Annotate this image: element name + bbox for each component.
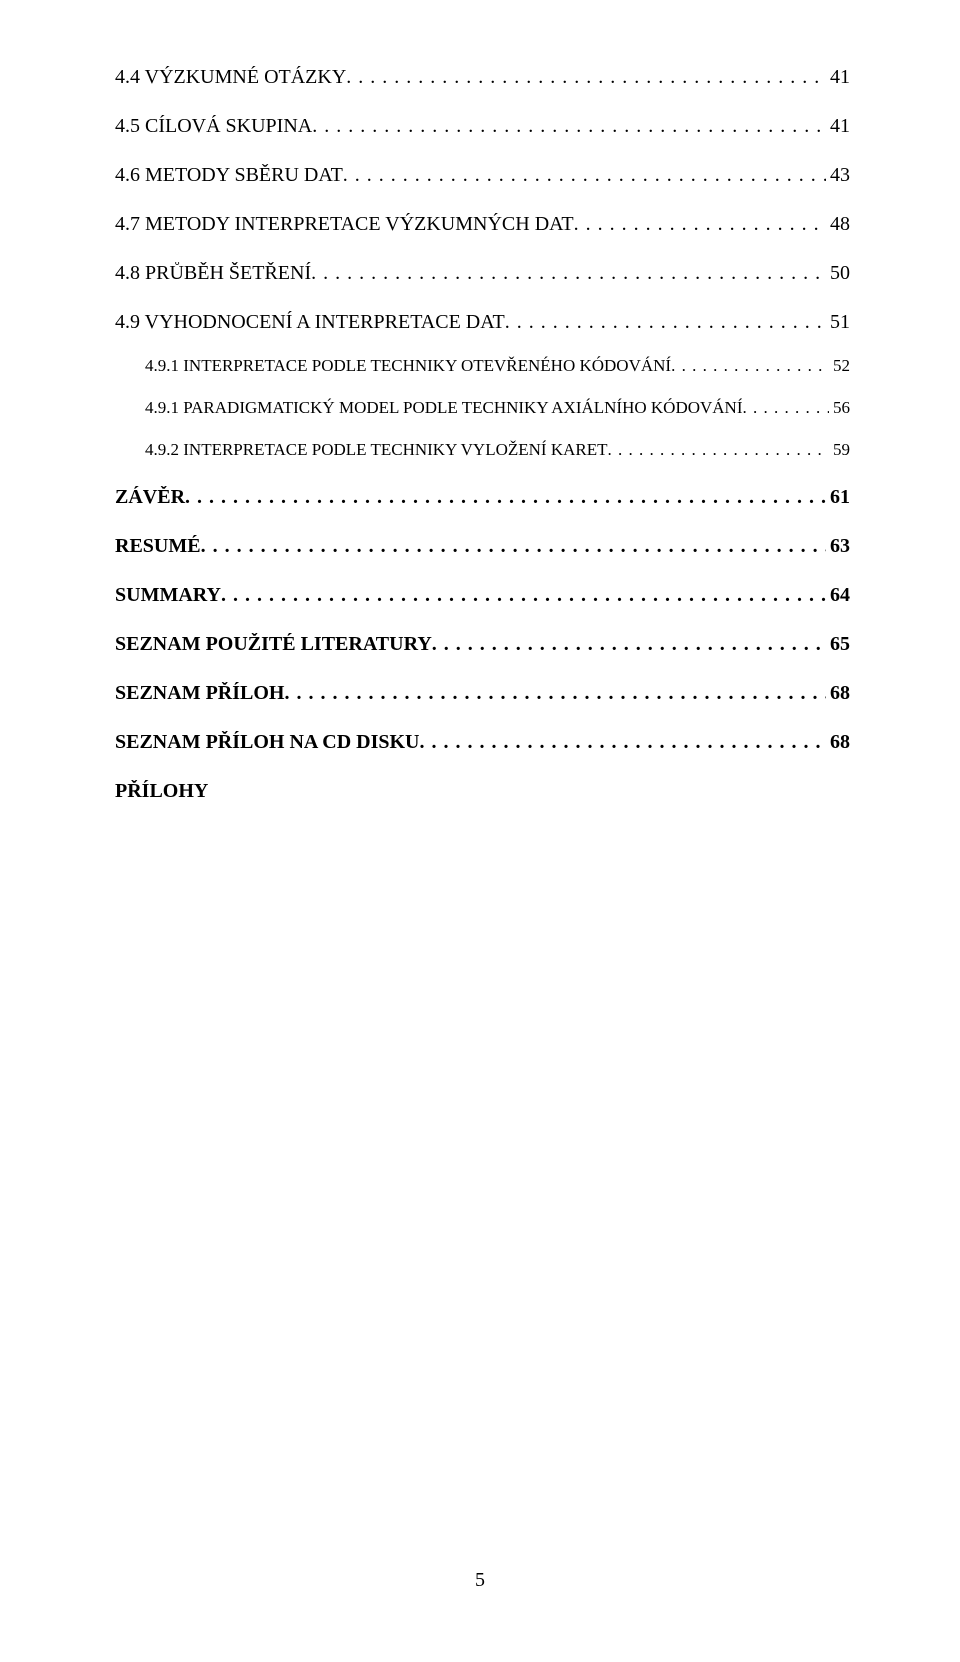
toc-entry-page: 65 bbox=[826, 633, 850, 656]
toc-entry-label: SEZNAM PŘÍLOH NA CD DISKU bbox=[115, 731, 419, 754]
toc-leader-dots bbox=[185, 486, 826, 509]
toc-entry: ZÁVĚR 61 bbox=[115, 486, 850, 509]
toc-leader-dots bbox=[343, 164, 826, 187]
toc-entry-page: 43 bbox=[826, 164, 850, 187]
toc-entry-page: 63 bbox=[826, 535, 850, 558]
toc-entry: SEZNAM POUŽITÉ LITERATURY 65 bbox=[115, 633, 850, 656]
toc-entry-label: RESUMÉ bbox=[115, 535, 201, 558]
toc-leader-dots bbox=[346, 66, 826, 89]
toc-entry: 4.9.2 INTERPRETACE PODLE TECHNIKY VYLOŽE… bbox=[115, 440, 850, 460]
toc-leader-dots bbox=[505, 311, 826, 334]
toc-entry-page: 41 bbox=[826, 115, 850, 138]
toc-entry-page: 52 bbox=[829, 356, 850, 376]
toc-entry-label: 4.9.1 PARADIGMATICKÝ MODEL PODLE TECHNIK… bbox=[145, 398, 743, 418]
toc-entry: 4.9.1 INTERPRETACE PODLE TECHNIKY OTEVŘE… bbox=[115, 356, 850, 376]
toc-leader-dots bbox=[312, 115, 826, 138]
toc-entry-page: 48 bbox=[826, 213, 850, 236]
toc-leader-dots bbox=[574, 213, 826, 236]
table-of-contents: 4.4 VÝZKUMNÉ OTÁZKY414.5 CÍLOVÁ SKUPINA4… bbox=[115, 66, 850, 803]
toc-entry-label: ZÁVĚR bbox=[115, 486, 185, 509]
toc-entry-page: 41 bbox=[826, 66, 850, 89]
toc-entry-label: 4.7 METODY INTERPRETACE VÝZKUMNÝCH DAT bbox=[115, 213, 574, 236]
toc-entry: PŘÍLOHY bbox=[115, 780, 850, 803]
toc-leader-dots bbox=[284, 682, 826, 705]
toc-entry-page: 50 bbox=[826, 262, 850, 285]
page-number: 5 bbox=[0, 1569, 960, 1592]
toc-entry-label: SEZNAM PŘÍLOH bbox=[115, 682, 284, 705]
toc-entry: SEZNAM PŘÍLOH 68 bbox=[115, 682, 850, 705]
toc-entry-label: PŘÍLOHY bbox=[115, 780, 208, 803]
toc-entry-page: 61 bbox=[826, 486, 850, 509]
toc-entry: SUMMARY 64 bbox=[115, 584, 850, 607]
toc-entry-page: 68 bbox=[826, 731, 850, 754]
toc-leader-dots bbox=[311, 262, 826, 285]
toc-entry: RESUMÉ 63 bbox=[115, 535, 850, 558]
toc-leader-dots bbox=[432, 633, 826, 656]
toc-entry: 4.4 VÝZKUMNÉ OTÁZKY 41 bbox=[115, 66, 850, 89]
toc-entry: 4.8 PRŮBĚH ŠETŘENÍ 50 bbox=[115, 262, 850, 285]
toc-leader-dots bbox=[201, 535, 826, 558]
toc-entry-label: 4.9 VYHODNOCENÍ A INTERPRETACE DAT bbox=[115, 311, 505, 334]
toc-entry-label: 4.9.1 INTERPRETACE PODLE TECHNIKY OTEVŘE… bbox=[145, 356, 671, 376]
toc-leader-dots bbox=[419, 731, 826, 754]
toc-entry-label: 4.5 CÍLOVÁ SKUPINA bbox=[115, 115, 312, 138]
toc-entry-label: 4.8 PRŮBĚH ŠETŘENÍ bbox=[115, 262, 311, 285]
toc-entry-label: 4.4 VÝZKUMNÉ OTÁZKY bbox=[115, 66, 346, 89]
toc-entry-page: 64 bbox=[826, 584, 850, 607]
toc-entry: 4.5 CÍLOVÁ SKUPINA 41 bbox=[115, 115, 850, 138]
toc-entry: 4.7 METODY INTERPRETACE VÝZKUMNÝCH DAT 48 bbox=[115, 213, 850, 236]
toc-entry-label: 4.9.2 INTERPRETACE PODLE TECHNIKY VYLOŽE… bbox=[145, 440, 608, 460]
toc-entry-page: 59 bbox=[829, 440, 850, 460]
toc-entry-page: 68 bbox=[826, 682, 850, 705]
toc-leader-dots bbox=[671, 356, 829, 376]
toc-leader-dots bbox=[608, 440, 830, 460]
toc-entry: 4.9 VYHODNOCENÍ A INTERPRETACE DAT 51 bbox=[115, 311, 850, 334]
toc-entry: SEZNAM PŘÍLOH NA CD DISKU 68 bbox=[115, 731, 850, 754]
toc-entry: 4.9.1 PARADIGMATICKÝ MODEL PODLE TECHNIK… bbox=[115, 398, 850, 418]
toc-entry-label: 4.6 METODY SBĚRU DAT bbox=[115, 164, 343, 187]
toc-entry-page: 56 bbox=[829, 398, 850, 418]
toc-entry-label: SUMMARY bbox=[115, 584, 221, 607]
toc-entry-page: 51 bbox=[826, 311, 850, 334]
toc-leader-dots bbox=[743, 398, 830, 418]
toc-leader-dots bbox=[221, 584, 826, 607]
toc-entry-label: SEZNAM POUŽITÉ LITERATURY bbox=[115, 633, 432, 656]
toc-entry: 4.6 METODY SBĚRU DAT 43 bbox=[115, 164, 850, 187]
